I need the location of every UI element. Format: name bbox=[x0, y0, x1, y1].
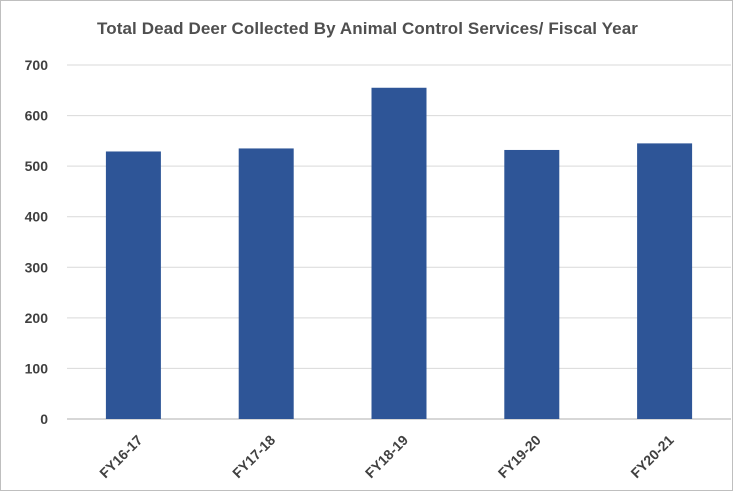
bar-fy17-18 bbox=[238, 148, 294, 419]
y-tick-label: 100 bbox=[25, 360, 49, 376]
bars bbox=[105, 87, 693, 419]
bar-fy18-19 bbox=[371, 87, 427, 419]
x-tick-label: FY16-17 bbox=[96, 432, 145, 481]
bar-fy19-20 bbox=[504, 149, 560, 419]
x-tick-label: FY18-19 bbox=[362, 432, 411, 481]
y-tick-label: 500 bbox=[25, 158, 49, 174]
x-tick-label: FY20-21 bbox=[627, 432, 676, 481]
bar-fy20-21 bbox=[637, 143, 693, 419]
y-tick-label: 700 bbox=[25, 57, 49, 73]
y-tick-label: 0 bbox=[40, 411, 48, 427]
x-tick-label: FY19-20 bbox=[495, 432, 544, 481]
y-tick-label: 300 bbox=[25, 259, 49, 275]
y-tick-label: 400 bbox=[25, 209, 49, 225]
y-axis-ticks: 0 100 200 300 400 500 600 700 bbox=[25, 57, 49, 427]
bar-fy16-17 bbox=[105, 151, 161, 419]
y-tick-label: 200 bbox=[25, 310, 49, 326]
y-tick-label: 600 bbox=[25, 108, 49, 124]
x-axis-ticks: FY16-17 FY17-18 FY18-19 FY19-20 FY20-21 bbox=[96, 432, 677, 481]
x-tick-label: FY17-18 bbox=[229, 432, 278, 481]
chart-title: Total Dead Deer Collected By Animal Cont… bbox=[97, 19, 638, 38]
